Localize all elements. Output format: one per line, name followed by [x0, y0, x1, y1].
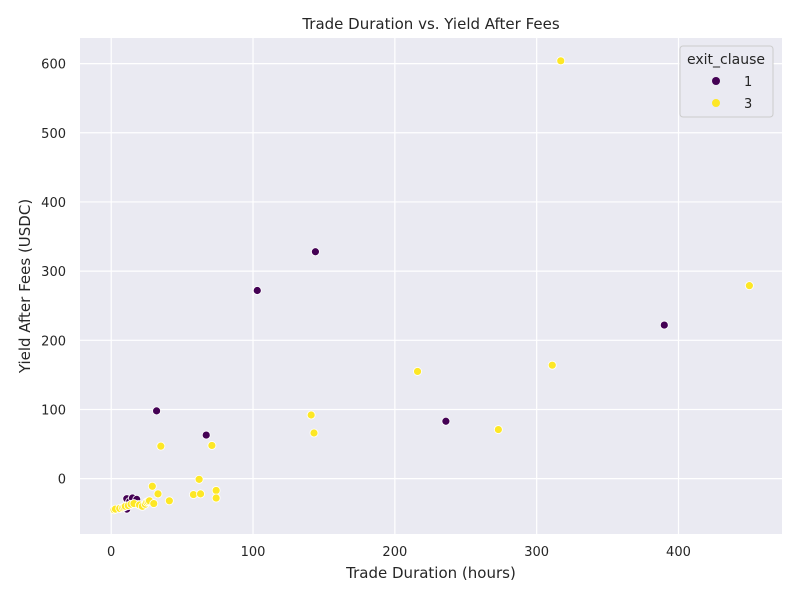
plot-area: [80, 38, 782, 534]
data-point-exit-clause-1: [252, 286, 262, 295]
data-point-exit-clause-3: [211, 493, 221, 503]
data-point-exit-clause-1: [441, 416, 451, 426]
legend: exit_clause 1 3: [679, 45, 774, 118]
y-tick-label: 500: [41, 127, 66, 142]
data-point-exit-clause-3: [156, 441, 166, 451]
y-tick-label: 100: [41, 403, 66, 418]
legend-label-3: 3: [744, 97, 752, 112]
chart-title: Trade Duration vs. Yield After Fees: [301, 15, 560, 33]
x-tick-label: 0: [107, 545, 115, 560]
y-tick-label: 600: [41, 58, 66, 73]
x-tick-label: 300: [524, 545, 549, 560]
data-point-exit-clause-1: [152, 406, 161, 416]
data-point-exit-clause-3: [306, 410, 316, 420]
x-axis-label: Trade Duration (hours): [345, 564, 516, 582]
data-point-exit-clause-3: [547, 360, 557, 370]
data-point-exit-clause-3: [211, 486, 221, 495]
data-point-exit-clause-3: [207, 441, 217, 450]
y-tick-label: 200: [41, 334, 66, 349]
y-tick-labels: 0 100 200 300 400 500 600: [41, 58, 66, 488]
data-point-exit-clause-3: [164, 496, 174, 506]
legend-marker-1: [712, 77, 720, 85]
data-point-exit-clause-3: [196, 489, 205, 499]
data-point-exit-clause-3: [153, 489, 163, 499]
legend-title: exit_clause: [687, 52, 765, 68]
data-point-exit-clause-3: [147, 481, 157, 491]
data-point-exit-clause-3: [493, 425, 503, 434]
legend-box: [679, 45, 774, 118]
y-tick-label: 400: [41, 196, 66, 211]
x-tick-label: 200: [382, 545, 407, 560]
data-point-exit-clause-3: [413, 367, 422, 376]
legend-marker-3: [712, 99, 720, 107]
data-point-exit-clause-1: [311, 247, 320, 257]
x-tick-labels: 0 100 200 300 400: [107, 545, 691, 560]
data-point-exit-clause-3: [309, 428, 319, 438]
data-points: [109, 56, 754, 515]
data-point-exit-clause-3: [744, 281, 754, 291]
y-tick-label: 300: [41, 265, 66, 280]
y-axis-label: Yield After Fees (USDC): [16, 199, 34, 374]
data-point-exit-clause-3: [149, 499, 159, 508]
x-tick-label: 100: [241, 545, 266, 560]
data-point-exit-clause-1: [201, 430, 211, 440]
data-point-exit-clause-1: [659, 320, 669, 330]
y-tick-label: 0: [58, 473, 66, 488]
data-point-exit-clause-3: [194, 474, 204, 484]
legend-label-1: 1: [744, 75, 752, 90]
x-tick-label: 400: [666, 545, 691, 560]
data-point-exit-clause-3: [556, 56, 566, 66]
